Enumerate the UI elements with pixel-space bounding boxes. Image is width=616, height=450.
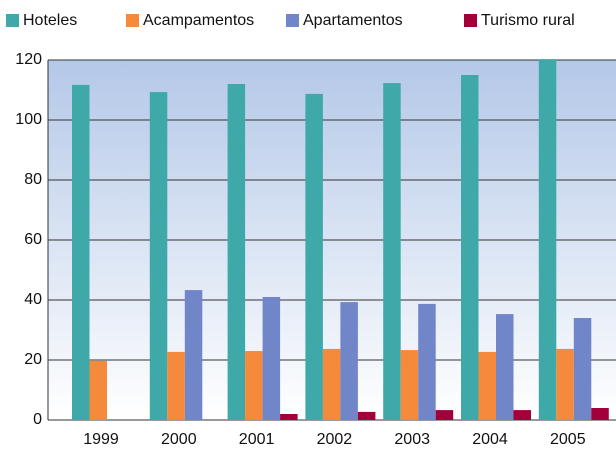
- x-tick-label: 2005: [550, 431, 586, 448]
- bar: [262, 297, 281, 420]
- bar: [418, 303, 436, 420]
- legend-swatch: [126, 14, 139, 27]
- y-tick-label: 40: [24, 291, 42, 308]
- legend-swatch: [6, 14, 19, 27]
- bar: [322, 348, 341, 420]
- bar: [245, 351, 263, 420]
- bar: [538, 59, 557, 420]
- x-tick-label: 2003: [394, 431, 430, 448]
- bar: [72, 84, 90, 421]
- bar: [496, 314, 514, 420]
- bar: [383, 83, 401, 420]
- y-tick-label: 0: [33, 411, 42, 428]
- bar: [149, 92, 168, 420]
- bar: [280, 414, 298, 420]
- bar: [478, 351, 496, 420]
- legend-label: Acampamentos: [143, 12, 254, 29]
- y-tick-label: 120: [15, 51, 42, 68]
- bar: [89, 360, 107, 420]
- x-tick-label: 2000: [161, 431, 197, 448]
- x-tick-label: 2001: [239, 431, 275, 448]
- x-tick-label: 2002: [317, 431, 353, 448]
- y-tick-label: 20: [24, 351, 42, 368]
- bar: [305, 93, 323, 421]
- bar: [340, 302, 358, 420]
- bar: [167, 351, 185, 420]
- legend-label: Hoteles: [23, 12, 77, 29]
- y-tick-label: 100: [15, 111, 42, 128]
- legend-swatch: [464, 14, 477, 27]
- bar: [461, 75, 479, 420]
- legend-swatch: [286, 14, 299, 27]
- bar: [573, 318, 592, 420]
- x-tick-label: 2004: [472, 431, 508, 448]
- y-tick-label: 80: [24, 171, 42, 188]
- legend: Hoteles Acampamentos Apartamentos Turismo r…: [6, 12, 575, 29]
- x-tick-label: 1999: [83, 431, 119, 448]
- bar: [357, 411, 376, 420]
- y-tick-label: 60: [24, 231, 42, 248]
- bar: [591, 408, 609, 420]
- bar: [227, 84, 246, 420]
- bar: [513, 410, 531, 420]
- bar: [556, 348, 574, 420]
- bar: [400, 350, 419, 420]
- legend-label: Apartamentos: [303, 12, 403, 29]
- legend-label: Turismo rural: [481, 12, 575, 29]
- bar: [184, 290, 203, 420]
- bar: [435, 410, 454, 420]
